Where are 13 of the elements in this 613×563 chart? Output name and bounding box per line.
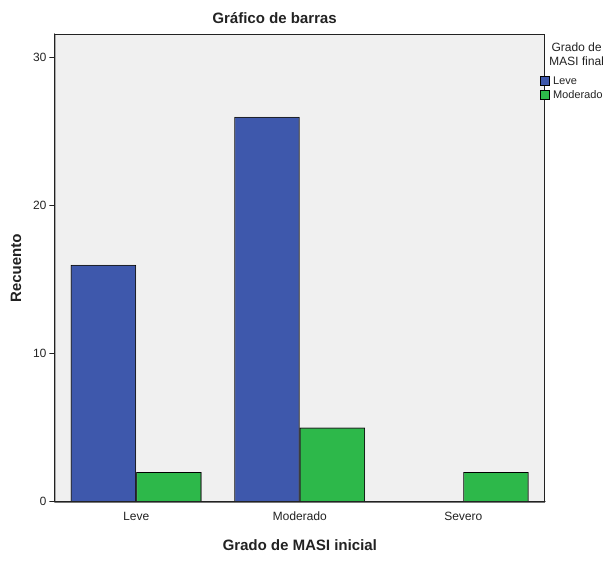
legend-title: Grado de MASI final <box>548 40 605 68</box>
x-tick-label: Moderado <box>272 509 328 524</box>
chart-title: Gráfico de barras <box>212 10 337 28</box>
y-tick-label: 0 <box>40 494 47 508</box>
x-tick-label: Leve <box>123 509 150 524</box>
y-tick-label: 20 <box>32 198 47 212</box>
x-tick-label: Severo <box>444 509 483 524</box>
legend-label: Moderado <box>553 89 603 101</box>
x-axis-title: Grado de MASI inicial <box>222 537 377 554</box>
y-axis-title: Recuento <box>8 234 26 302</box>
y-tick-label: 10 <box>32 346 47 360</box>
legend-label: Leve <box>553 75 577 87</box>
y-tick-label: 30 <box>32 50 47 64</box>
